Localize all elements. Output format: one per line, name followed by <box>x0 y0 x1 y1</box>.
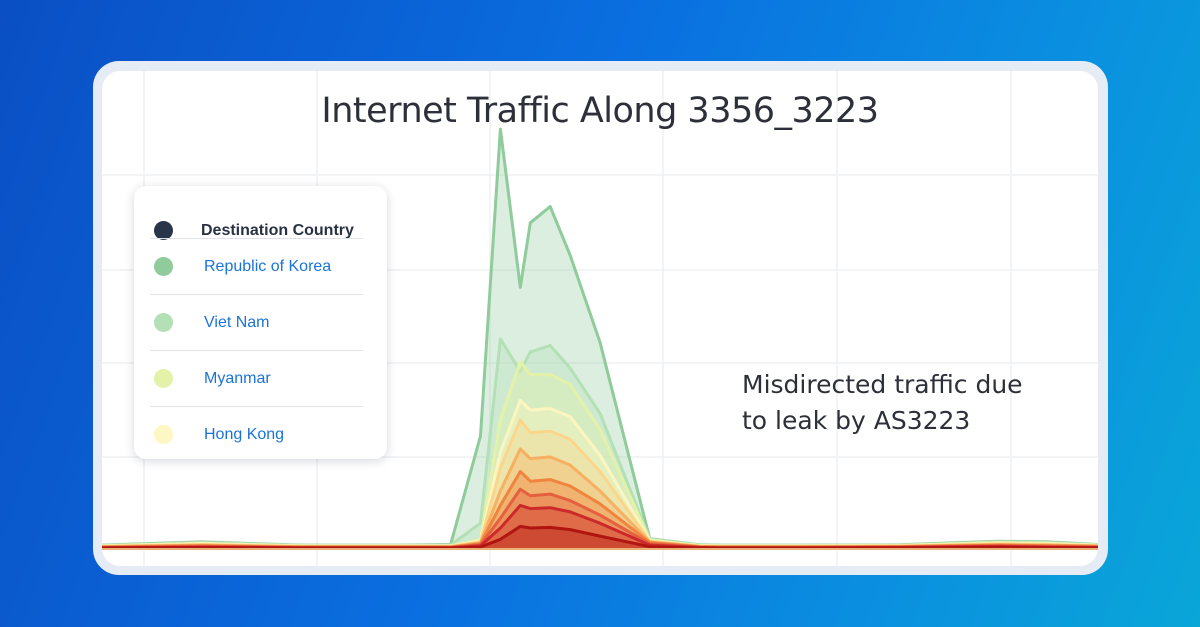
series-area-fill <box>102 419 1098 549</box>
legend-item-myanmar[interactable]: Myanmar <box>150 350 363 406</box>
legend-item-label[interactable]: Republic of Korea <box>204 257 332 275</box>
legend-header: Destination Country <box>150 203 363 258</box>
legend-swatch <box>154 425 173 444</box>
legend-header-label: Destination Country <box>201 221 354 239</box>
legend-header-dot <box>154 221 173 240</box>
legend-item-viet-nam[interactable]: Viet Nam <box>150 294 363 350</box>
annotation-line-2: to leak by AS3223 <box>742 406 971 435</box>
legend-swatch <box>154 257 173 276</box>
legend-swatch <box>154 369 173 388</box>
chart-title: Internet Traffic Along 3356_3223 <box>321 91 879 131</box>
chart-annotation: Misdirected traffic due to leak by AS322… <box>742 367 1072 439</box>
legend-item-label[interactable]: Viet Nam <box>204 313 270 331</box>
series-area-fill <box>102 339 1098 549</box>
legend: Destination Country Republic of Korea Vi… <box>134 186 387 459</box>
legend-item-label[interactable]: Hong Kong <box>204 425 285 443</box>
chart-panel: Internet Traffic Along 3356_3223 Misdire… <box>102 71 1098 566</box>
series-area-fill <box>102 526 1098 549</box>
legend-item-hong-kong[interactable]: Hong Kong <box>150 406 363 462</box>
series-area-fill <box>102 129 1098 549</box>
series-area-fill <box>102 471 1098 549</box>
series-areas <box>102 127 1098 550</box>
legend-item-republic-of-korea[interactable]: Republic of Korea <box>150 238 363 294</box>
legend-item-label[interactable]: Myanmar <box>204 369 271 387</box>
series-area-fill <box>102 489 1098 549</box>
legend-swatch <box>154 313 173 332</box>
series-area-fill <box>102 400 1098 549</box>
annotation-line-1: Misdirected traffic due <box>742 370 1023 399</box>
series-area-fill <box>102 505 1098 549</box>
series-area-fill <box>102 448 1098 549</box>
